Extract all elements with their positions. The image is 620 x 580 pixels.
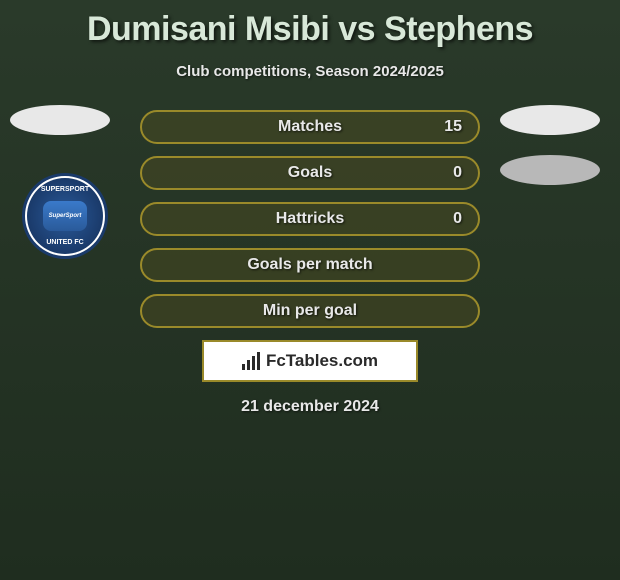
subtitle: Club competitions, Season 2024/2025 [0, 63, 620, 80]
stat-row-goals: Goals 0 [140, 156, 480, 190]
page-title: Dumisani Msibi vs Stephens [87, 10, 533, 48]
stat-row-hattricks: Hattricks 0 [140, 202, 480, 236]
stat-row-matches: Matches 15 [140, 110, 480, 144]
stat-value: 0 [453, 164, 462, 182]
player-photo-right [500, 105, 600, 135]
team-logo-text-bottom: UNITED FC [27, 239, 103, 246]
stats-container: Matches 15 Goals 0 Hattricks 0 Goals per… [140, 110, 480, 328]
chart-icon [242, 352, 260, 370]
team-logo-supersport: SUPERSPORT SuperSport UNITED FC [22, 173, 108, 259]
stat-label: Min per goal [263, 302, 357, 320]
stat-label: Goals per match [247, 256, 372, 274]
stat-label: Goals [288, 164, 332, 182]
stat-value: 0 [453, 210, 462, 228]
chart-bar [242, 364, 245, 370]
chart-bar [247, 360, 250, 370]
team-logo-inner: SUPERSPORT SuperSport UNITED FC [27, 178, 103, 254]
player-photo-left [10, 105, 110, 135]
page-title-container: Dumisani Msibi vs Stephens [0, 0, 620, 49]
fctables-badge[interactable]: FcTables.com [202, 340, 418, 382]
stat-row-goals-per-match: Goals per match [140, 248, 480, 282]
stat-value: 15 [444, 118, 462, 136]
team-logo-text-top: SUPERSPORT [27, 186, 103, 193]
team-badge-right [500, 155, 600, 185]
stat-label: Matches [278, 118, 342, 136]
team-logo-center: SuperSport [43, 201, 87, 231]
content-area: SUPERSPORT SuperSport UNITED FC Matches … [0, 110, 620, 416]
chart-bar [252, 356, 255, 370]
chart-bar [257, 352, 260, 370]
stat-row-min-per-goal: Min per goal [140, 294, 480, 328]
date-text: 21 december 2024 [0, 398, 620, 416]
fctables-text: FcTables.com [266, 351, 378, 371]
stat-label: Hattricks [276, 210, 344, 228]
